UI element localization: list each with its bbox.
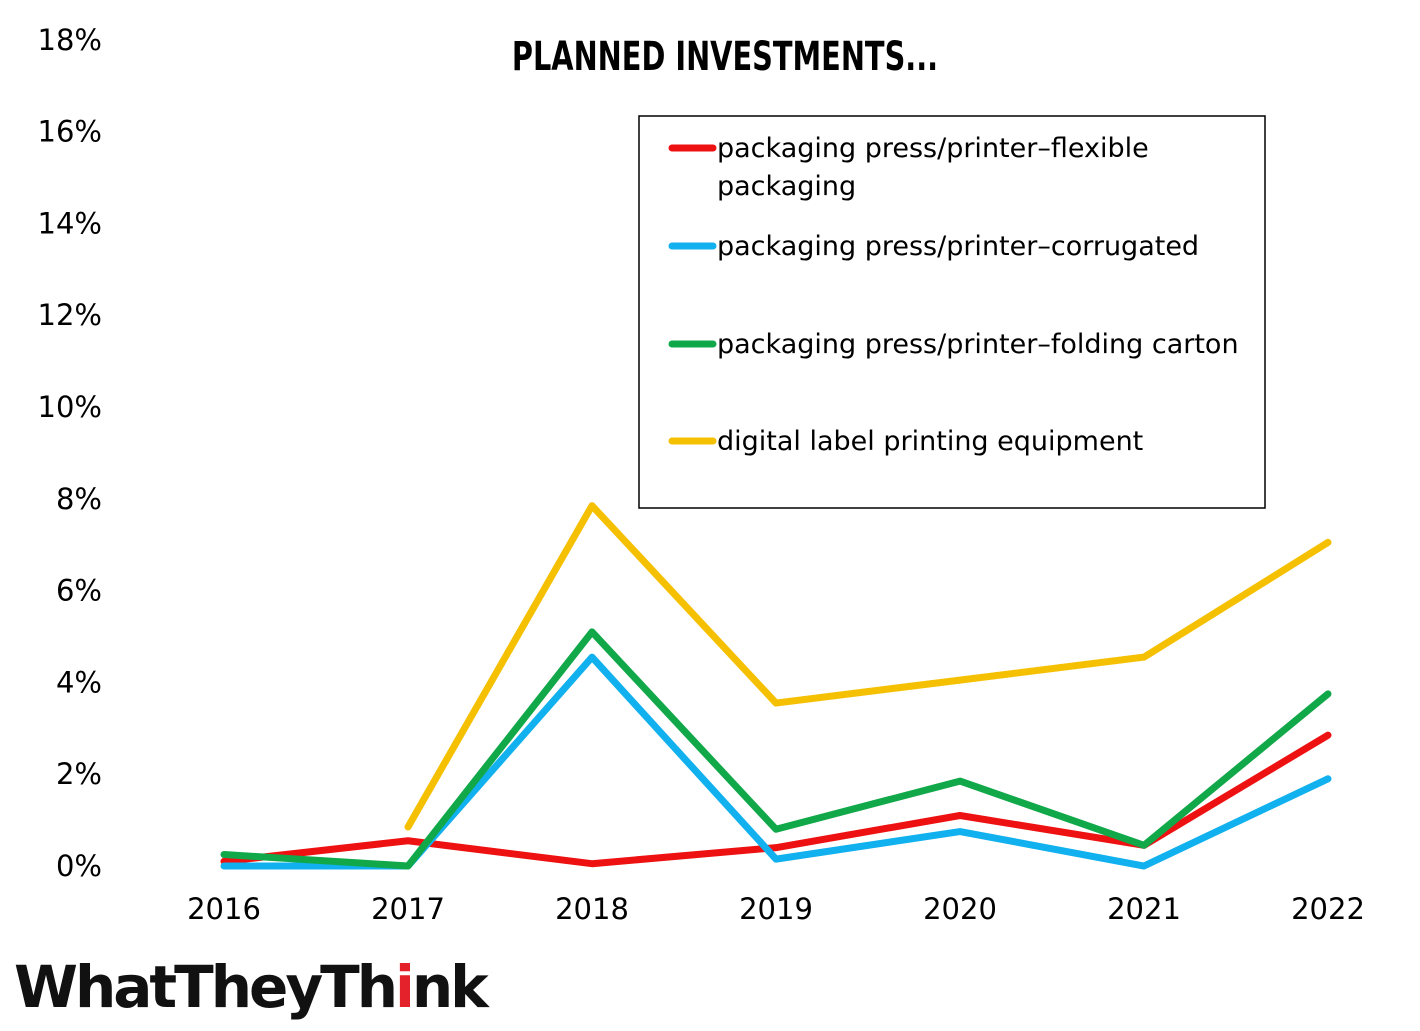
x-axis-ticks: 2016 2017 2018 2019 2020 2021 2022 bbox=[187, 892, 1365, 926]
y-tick-label: 2% bbox=[56, 757, 102, 791]
y-axis-ticks: 0% 2% 4% 6% 8% 10% 12% 14% 16% 18% bbox=[38, 23, 102, 883]
logo: WhatTheyThink bbox=[14, 953, 493, 1021]
y-tick-label: 16% bbox=[38, 115, 102, 149]
legend-label-1: packaging press/printer–flexible packagin… bbox=[717, 133, 1149, 202]
y-tick-label: 12% bbox=[38, 298, 102, 332]
y-tick-label: 18% bbox=[38, 23, 102, 57]
x-tick-label: 2018 bbox=[555, 892, 629, 926]
legend-label-3: packaging press/printer–folding carton bbox=[717, 329, 1239, 360]
exclamation-i-icon: i bbox=[395, 953, 412, 1021]
legend: packaging press/printer–flexible packagin… bbox=[638, 115, 1266, 509]
series-line-4 bbox=[404, 502, 1332, 831]
y-tick-label: 4% bbox=[56, 665, 102, 699]
legend-label-4: digital label printing equipment bbox=[717, 426, 1143, 457]
x-tick-label: 2020 bbox=[923, 892, 997, 926]
x-tick-label: 2016 bbox=[187, 892, 261, 926]
x-tick-label: 2021 bbox=[1107, 892, 1181, 926]
y-tick-label: 0% bbox=[56, 849, 102, 883]
y-tick-label: 8% bbox=[56, 482, 102, 516]
y-tick-label: 6% bbox=[56, 574, 102, 608]
x-tick-label: 2017 bbox=[371, 892, 445, 926]
y-tick-label: 14% bbox=[38, 206, 102, 240]
x-tick-label: 2022 bbox=[1291, 892, 1365, 926]
x-tick-label: 2019 bbox=[739, 892, 813, 926]
chart-title: PLANNED INVESTMENTS... bbox=[512, 34, 938, 80]
legend-label-2: packaging press/printer–corrugated bbox=[717, 231, 1199, 262]
series-lines bbox=[220, 502, 1332, 870]
logo-text: WhatTheyThink bbox=[14, 953, 490, 1021]
series-line-3 bbox=[220, 628, 1332, 870]
y-tick-label: 10% bbox=[38, 390, 102, 424]
legend-box bbox=[638, 115, 1266, 509]
series-line-1 bbox=[220, 731, 1332, 868]
